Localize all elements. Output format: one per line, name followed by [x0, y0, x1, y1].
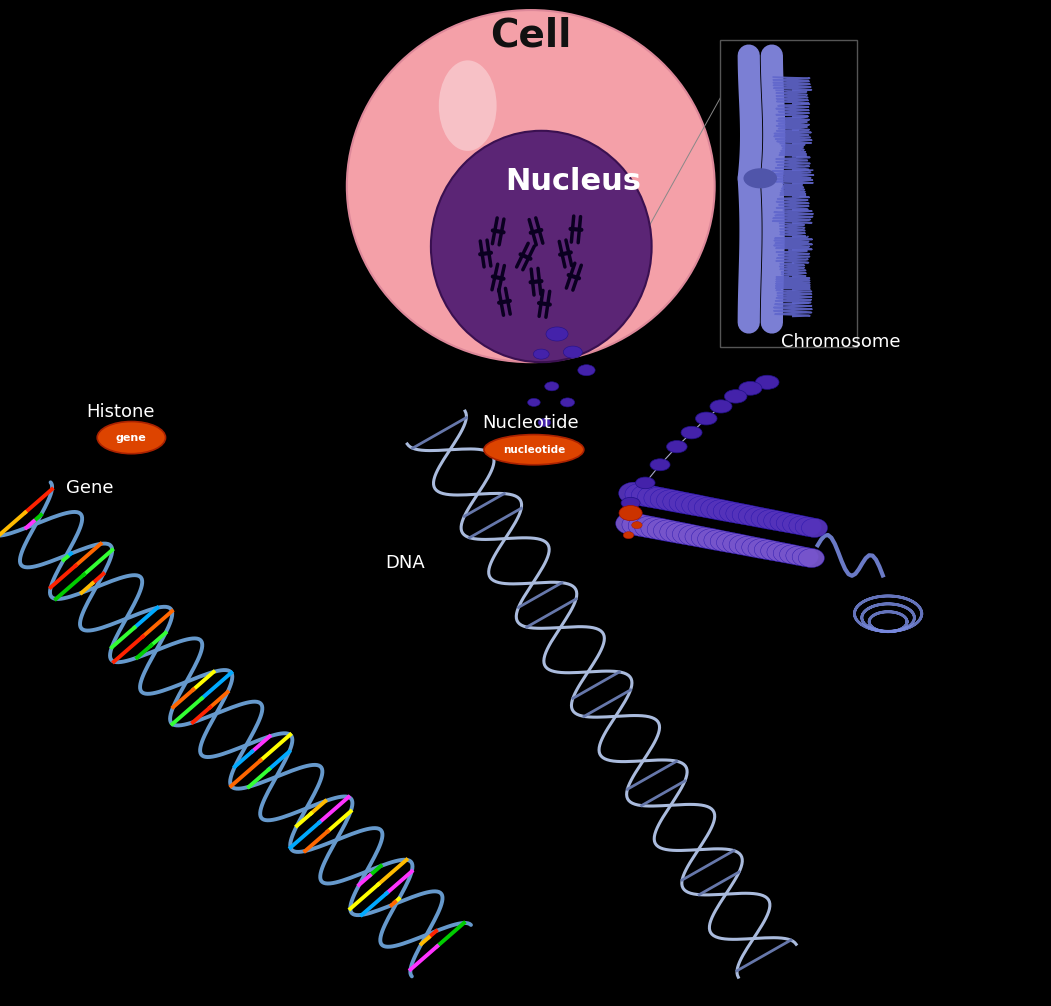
Ellipse shape	[97, 422, 166, 454]
Ellipse shape	[758, 510, 784, 529]
Ellipse shape	[681, 427, 702, 439]
Ellipse shape	[739, 381, 762, 395]
Ellipse shape	[774, 543, 800, 563]
Ellipse shape	[638, 486, 667, 508]
Ellipse shape	[755, 540, 781, 559]
Text: Cell: Cell	[490, 16, 572, 54]
Ellipse shape	[528, 398, 540, 406]
Ellipse shape	[688, 496, 717, 517]
Text: Chromosome: Chromosome	[781, 333, 901, 351]
Ellipse shape	[650, 459, 671, 471]
Ellipse shape	[789, 516, 816, 535]
Ellipse shape	[621, 497, 640, 509]
Text: Gene: Gene	[65, 479, 114, 497]
Ellipse shape	[560, 397, 575, 407]
Ellipse shape	[733, 505, 760, 525]
Ellipse shape	[673, 523, 701, 544]
Ellipse shape	[698, 528, 726, 549]
Ellipse shape	[707, 500, 735, 520]
Ellipse shape	[625, 484, 655, 505]
Ellipse shape	[663, 491, 692, 512]
Ellipse shape	[632, 485, 661, 507]
Ellipse shape	[654, 520, 682, 541]
Ellipse shape	[761, 541, 787, 560]
Ellipse shape	[635, 516, 664, 538]
Ellipse shape	[710, 399, 731, 413]
Ellipse shape	[431, 131, 652, 362]
Ellipse shape	[660, 521, 688, 542]
Ellipse shape	[641, 517, 671, 539]
Ellipse shape	[792, 547, 819, 566]
Ellipse shape	[657, 490, 685, 511]
Ellipse shape	[756, 375, 779, 389]
Ellipse shape	[729, 535, 757, 555]
Ellipse shape	[347, 10, 715, 362]
Ellipse shape	[676, 493, 704, 515]
Ellipse shape	[786, 546, 812, 565]
Ellipse shape	[726, 503, 754, 524]
Text: Nucleotide: Nucleotide	[482, 413, 579, 432]
Ellipse shape	[619, 482, 648, 504]
Ellipse shape	[764, 511, 790, 530]
Ellipse shape	[682, 495, 710, 516]
Ellipse shape	[714, 501, 741, 521]
Ellipse shape	[802, 518, 827, 537]
Ellipse shape	[616, 512, 645, 534]
Ellipse shape	[666, 522, 695, 543]
Ellipse shape	[439, 60, 496, 151]
Ellipse shape	[578, 365, 595, 376]
Ellipse shape	[704, 530, 731, 550]
Ellipse shape	[701, 498, 729, 519]
Ellipse shape	[679, 525, 707, 546]
Bar	[720, 40, 857, 347]
Ellipse shape	[767, 542, 794, 562]
Ellipse shape	[632, 521, 642, 529]
Ellipse shape	[736, 536, 763, 556]
Ellipse shape	[745, 507, 772, 527]
Ellipse shape	[651, 488, 680, 510]
Ellipse shape	[742, 537, 769, 557]
Ellipse shape	[739, 506, 766, 526]
Ellipse shape	[483, 435, 584, 465]
Ellipse shape	[547, 327, 568, 341]
Ellipse shape	[685, 526, 714, 547]
Ellipse shape	[796, 517, 821, 536]
Ellipse shape	[644, 487, 674, 509]
Ellipse shape	[636, 477, 655, 489]
Text: DNA: DNA	[385, 554, 425, 572]
Text: Histone: Histone	[86, 403, 156, 422]
Ellipse shape	[563, 346, 582, 358]
Ellipse shape	[647, 519, 677, 540]
Ellipse shape	[748, 538, 775, 558]
Ellipse shape	[666, 441, 687, 453]
Ellipse shape	[710, 531, 738, 551]
Ellipse shape	[628, 515, 658, 537]
Ellipse shape	[622, 514, 652, 535]
Ellipse shape	[751, 508, 778, 528]
Ellipse shape	[696, 412, 717, 425]
Text: Nucleus: Nucleus	[504, 167, 641, 195]
Ellipse shape	[783, 514, 809, 534]
Ellipse shape	[720, 502, 747, 522]
Ellipse shape	[669, 492, 698, 513]
Ellipse shape	[723, 533, 750, 554]
Ellipse shape	[780, 544, 806, 564]
Ellipse shape	[724, 389, 747, 403]
Ellipse shape	[538, 418, 551, 427]
Ellipse shape	[743, 168, 777, 188]
Ellipse shape	[695, 497, 723, 518]
Ellipse shape	[544, 381, 559, 391]
Ellipse shape	[770, 512, 797, 532]
Ellipse shape	[799, 548, 824, 567]
Ellipse shape	[777, 513, 803, 533]
Text: nucleotide: nucleotide	[502, 445, 565, 455]
Ellipse shape	[692, 527, 720, 548]
Ellipse shape	[619, 506, 642, 521]
Ellipse shape	[623, 531, 634, 539]
Ellipse shape	[533, 349, 550, 359]
Ellipse shape	[717, 532, 744, 552]
Text: gene: gene	[116, 433, 147, 443]
